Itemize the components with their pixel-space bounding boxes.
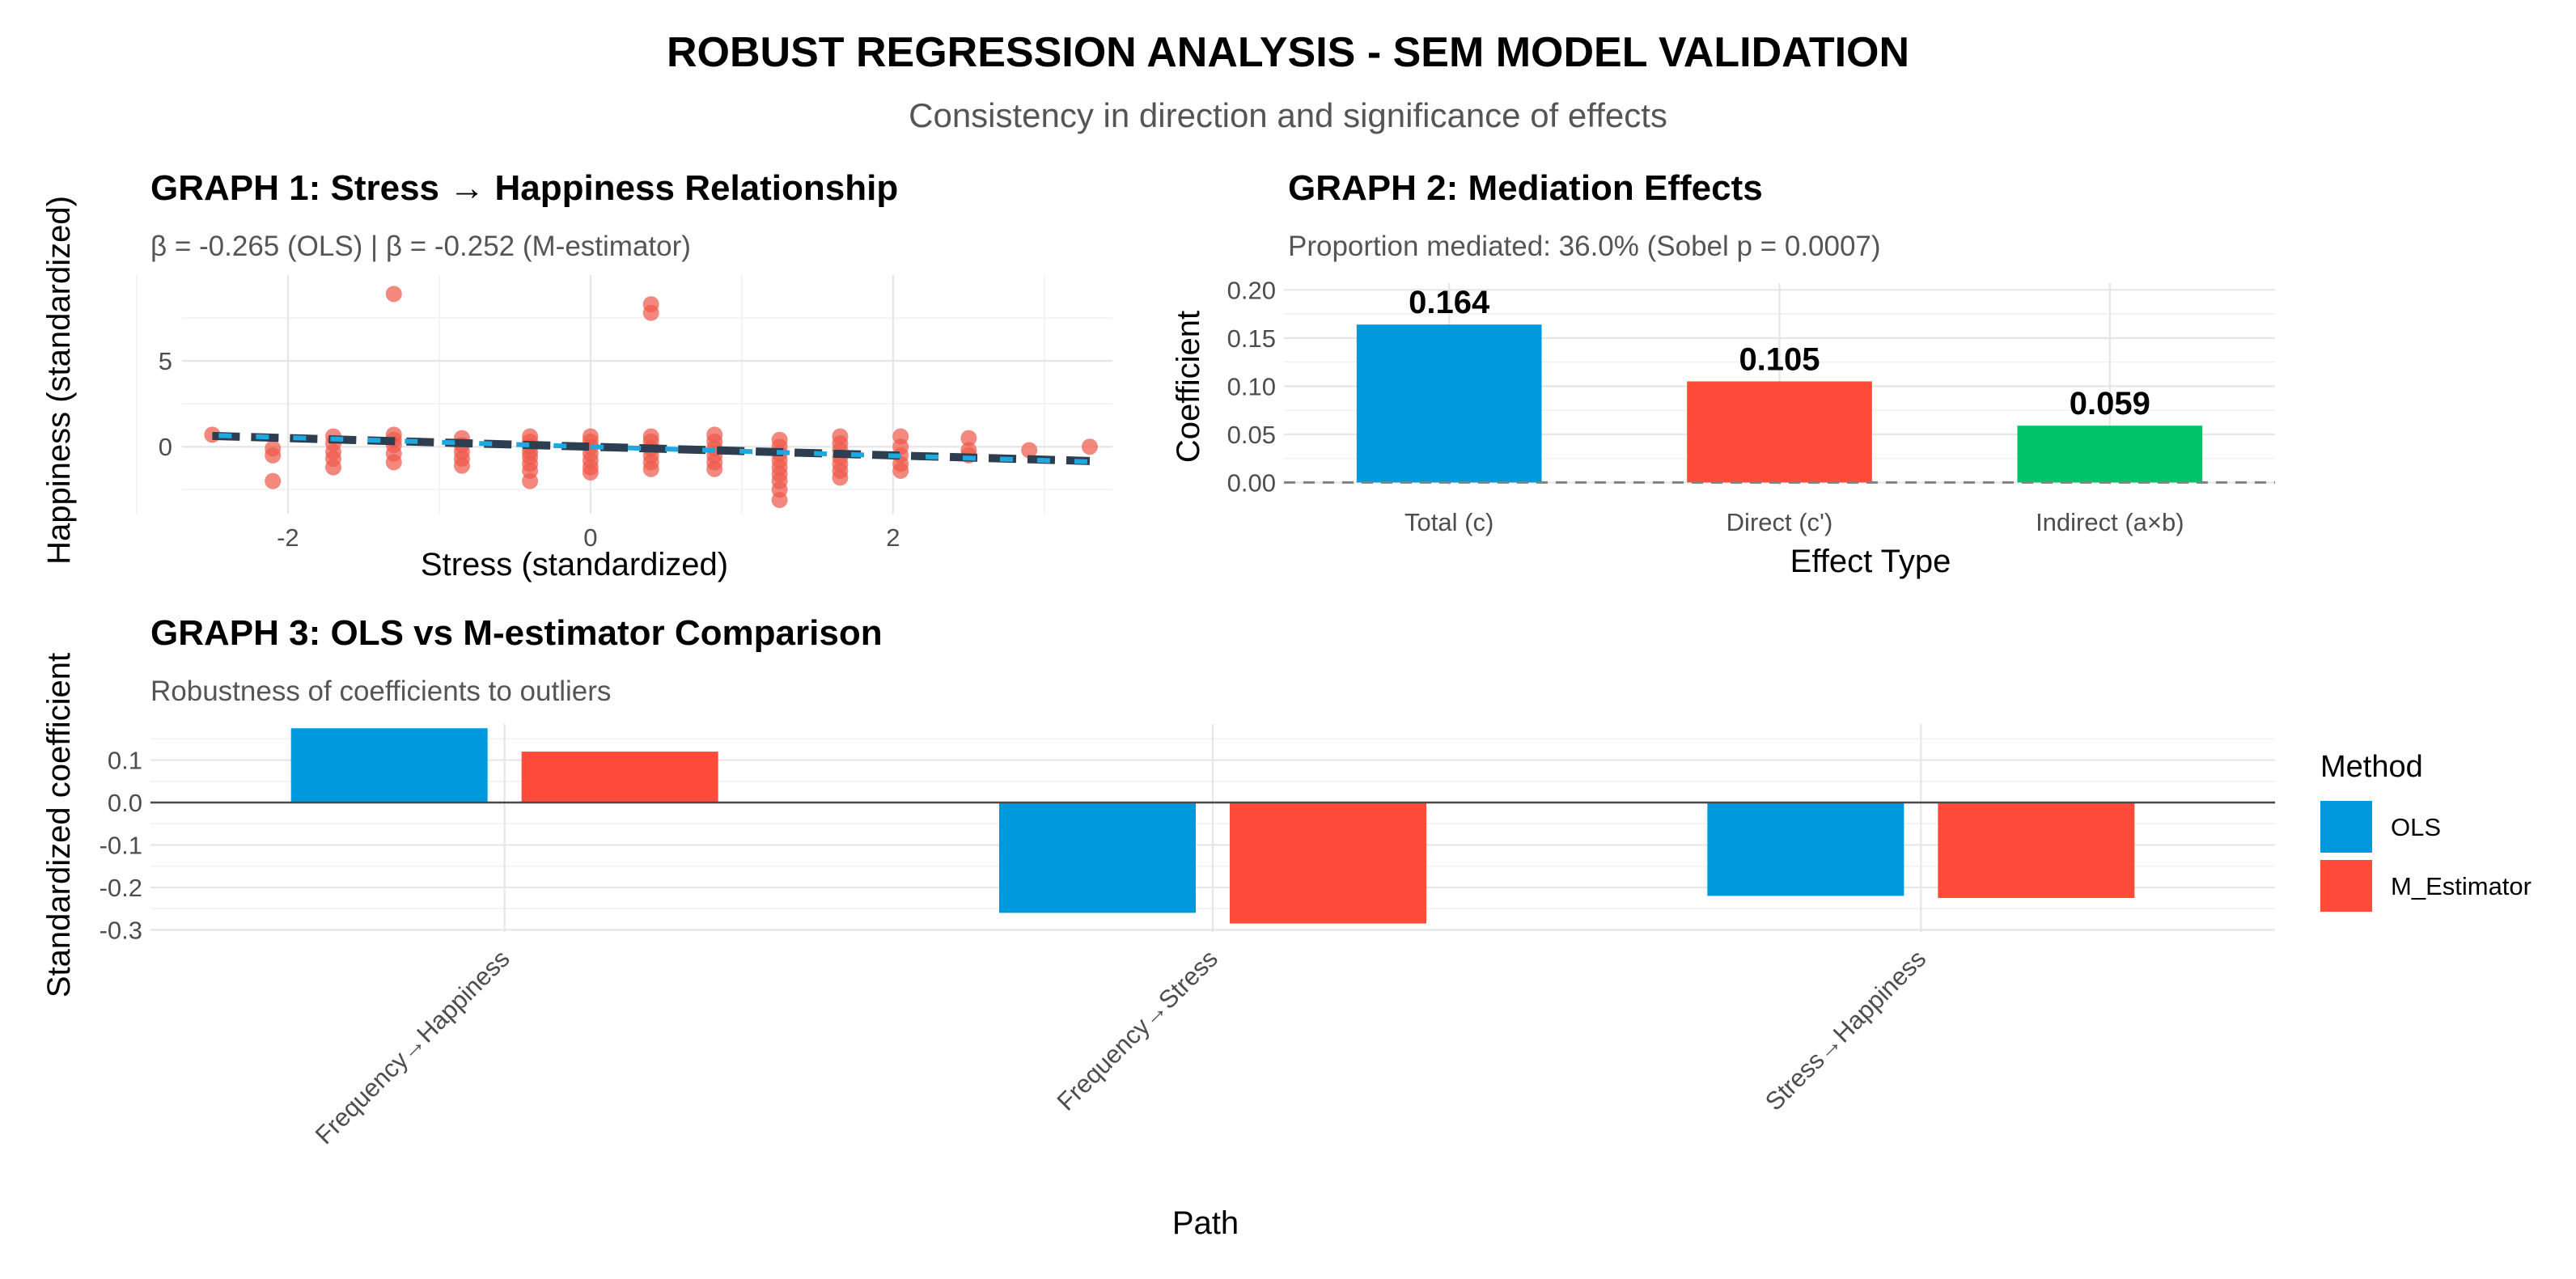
graph3-y-tick-label: 0.1 bbox=[108, 747, 142, 775]
bar-ols-frequency-happiness bbox=[290, 728, 488, 803]
graph1-gridlines bbox=[136, 275, 1112, 514]
scatter-point bbox=[832, 469, 849, 486]
graph2-x-tick-label: Direct (c') bbox=[1727, 508, 1833, 536]
graph1-y-tick-label: 5 bbox=[159, 347, 172, 375]
graph2-title: GRAPH 2: Mediation Effects bbox=[1288, 168, 1763, 208]
graph3-panel: GRAPH 3: OLS vs M-estimator Comparison R… bbox=[41, 613, 2532, 1241]
graph2-subtitle: Proportion mediated: 36.0% (Sobel p = 0.… bbox=[1288, 231, 1881, 262]
scatter-point bbox=[642, 460, 659, 477]
graph2-x-axis-title: Effect Type bbox=[1790, 544, 1951, 579]
bar-total-c bbox=[1356, 324, 1542, 483]
scatter-point bbox=[582, 464, 599, 481]
scatter-point bbox=[960, 430, 977, 447]
scatter-point bbox=[771, 492, 788, 509]
graph2-y-tick-label: 0.05 bbox=[1227, 421, 1276, 449]
bar-indirect-a-b bbox=[2017, 426, 2203, 483]
graph1-x-tick-label: 2 bbox=[886, 523, 900, 552]
graph1-x-tick-label: 0 bbox=[583, 523, 597, 552]
graph2-y-tick-label: 0.00 bbox=[1227, 468, 1276, 497]
graph3-y-tick-label: -0.3 bbox=[100, 916, 142, 944]
bar-ols-stress-happiness bbox=[1707, 803, 1904, 896]
scatter-point bbox=[385, 286, 402, 303]
scatter-point bbox=[642, 304, 659, 321]
legend-label-ols: OLS bbox=[2391, 813, 2441, 841]
fit-line-m-estimator bbox=[212, 431, 1091, 465]
graph1-fit-lines bbox=[212, 431, 1091, 465]
graph1-x-axis-title: Stress (standardized) bbox=[421, 547, 728, 582]
graph2-bars: 0.164 0.105 0.059 bbox=[1284, 285, 2275, 484]
graph3-subtitle: Robustness of coefficients to outliers bbox=[150, 675, 611, 707]
scatter-point bbox=[265, 472, 282, 489]
graph2-y-tick-label: 0.10 bbox=[1227, 372, 1276, 400]
graph1-subtitle: β = -0.265 (OLS) | β = -0.252 (M-estimat… bbox=[150, 231, 691, 262]
graph3-bars bbox=[150, 728, 2275, 924]
figure-title: ROBUST REGRESSION ANALYSIS - SEM MODEL V… bbox=[667, 29, 1909, 76]
scatter-point bbox=[1081, 438, 1098, 455]
graph3-x-axis-title: Path bbox=[1172, 1205, 1239, 1241]
graph1-title: GRAPH 1: Stress → Happiness Relationship bbox=[150, 168, 898, 208]
graph2-x-tick-label: Total (c) bbox=[1405, 508, 1493, 536]
legend-label-m-estimator: M_Estimator bbox=[2391, 872, 2532, 900]
scatter-point bbox=[706, 460, 723, 477]
legend-title: Method bbox=[2320, 750, 2423, 784]
legend-key-m-estimator bbox=[2320, 860, 2372, 912]
graph2-y-tick-label: 0.15 bbox=[1227, 324, 1276, 353]
graph1-panel: GRAPH 1: Stress → Happiness Relationship… bbox=[41, 168, 1112, 582]
figure-subtitle: Consistency in direction and significanc… bbox=[909, 96, 1667, 134]
bar-m-estimator-frequency-happiness bbox=[521, 752, 718, 803]
bar-direct-c bbox=[1687, 381, 1872, 483]
scatter-point bbox=[324, 459, 341, 476]
bar-ols-frequency-stress bbox=[999, 803, 1196, 913]
bar-value-label: 0.164 bbox=[1409, 285, 1490, 320]
graph3-y-tick-label: -0.2 bbox=[100, 874, 142, 902]
scatter-point bbox=[1021, 442, 1038, 459]
graph1-tick-labels: -2 0 2 0 5 bbox=[159, 347, 900, 552]
graph3-gridlines bbox=[150, 724, 2275, 932]
scatter-point bbox=[453, 457, 470, 474]
graph3-x-tick-label: Frequency→Stress bbox=[1052, 944, 1223, 1116]
bar-m-estimator-stress-happiness bbox=[1938, 803, 2135, 899]
legend-key-ols bbox=[2320, 801, 2372, 853]
graph2-tick-labels: 0.00 0.05 0.10 0.15 0.20 Total (c) Direct (c')… bbox=[1227, 276, 2184, 536]
bar-value-label: 0.059 bbox=[2070, 386, 2150, 421]
bar-value-label: 0.105 bbox=[1739, 341, 1820, 377]
scatter-point bbox=[892, 462, 909, 479]
scatter-point bbox=[385, 454, 402, 471]
graph2-y-axis-title: Coefficient bbox=[1171, 311, 1206, 463]
graph3-y-tick-label: -0.1 bbox=[100, 831, 142, 859]
bar-m-estimator-frequency-stress bbox=[1230, 803, 1426, 924]
graph1-y-tick-label: 0 bbox=[159, 433, 172, 461]
graph1-x-tick-label: -2 bbox=[277, 523, 299, 552]
graph3-title: GRAPH 3: OLS vs M-estimator Comparison bbox=[150, 613, 883, 653]
graph3-legend: Method OLS M_Estimator bbox=[2320, 750, 2532, 912]
graph3-y-tick-label: 0.0 bbox=[108, 789, 142, 817]
graph3-x-tick-label: Frequency→Happiness bbox=[310, 944, 515, 1150]
graph3-x-tick-label: Stress→Happiness bbox=[1760, 944, 1931, 1116]
scatter-point bbox=[522, 472, 539, 489]
graph1-points bbox=[204, 286, 1098, 509]
graph2-panel: GRAPH 2: Mediation Effects Proportion me… bbox=[1171, 168, 2275, 579]
graph2-x-tick-label: Indirect (a×b) bbox=[2036, 508, 2184, 536]
scatter-point bbox=[265, 447, 282, 464]
graph3-y-axis-title: Standardized coefficient bbox=[41, 653, 77, 997]
graph1-y-axis-title: Happiness (standardized) bbox=[41, 196, 77, 565]
graph2-y-tick-label: 0.20 bbox=[1227, 276, 1276, 304]
